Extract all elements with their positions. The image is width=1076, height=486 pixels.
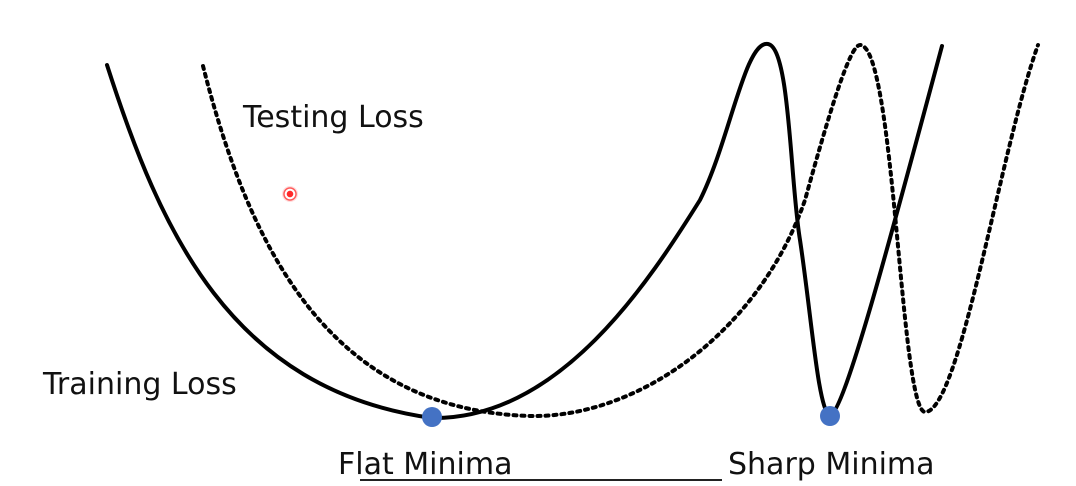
testing-loss-label: Testing Loss [243, 100, 424, 135]
sharp-minima-point [820, 406, 840, 426]
training-loss-label: Training Loss [43, 367, 237, 402]
pointer-cursor-icon [282, 186, 298, 202]
training-loss-curve [105, 42, 944, 421]
testing-loss-curve [201, 42, 1040, 419]
flat-minima-point [422, 407, 442, 427]
sharp-minima-label: Sharp Minima [728, 447, 935, 482]
flat-minima-label: Flat Minima [338, 447, 513, 482]
